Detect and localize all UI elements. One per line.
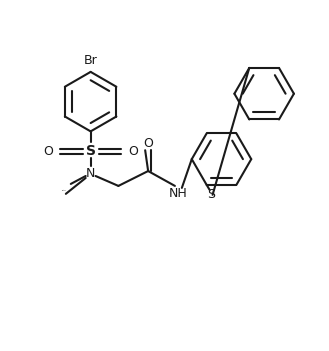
Text: S: S xyxy=(208,188,215,201)
Text: O: O xyxy=(43,145,53,158)
Text: O: O xyxy=(128,145,138,158)
Text: S: S xyxy=(86,144,96,158)
Text: methyl: methyl xyxy=(62,190,66,192)
Text: O: O xyxy=(143,137,153,150)
Text: NH: NH xyxy=(168,187,187,200)
Text: Br: Br xyxy=(84,54,97,67)
Text: N: N xyxy=(86,166,95,179)
